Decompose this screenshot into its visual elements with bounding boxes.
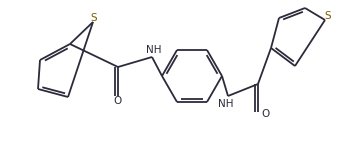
- Text: O: O: [113, 96, 121, 106]
- Text: S: S: [325, 11, 331, 21]
- Text: S: S: [91, 13, 97, 23]
- Text: NH: NH: [218, 99, 234, 109]
- Text: O: O: [262, 109, 270, 119]
- Text: NH: NH: [146, 45, 162, 55]
